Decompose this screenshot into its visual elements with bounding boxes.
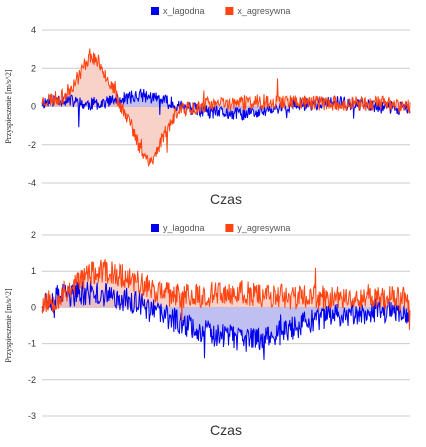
series-line-y_agresywna: [41, 259, 411, 330]
y-tick-label: 0: [31, 102, 36, 112]
legend-swatch[interactable]: [225, 7, 234, 15]
legend: x_lagodna x_agresywna: [151, 6, 290, 16]
y-tick-label: 2: [31, 63, 36, 73]
legend-label[interactable]: x_agresywna: [237, 6, 290, 16]
series-line-y_lagodna: [41, 280, 411, 360]
y-tick-label: -1: [28, 339, 36, 349]
legend-label[interactable]: y_agresywna: [237, 223, 290, 233]
y-tick-label: 2: [31, 230, 36, 240]
legend: y_lagodna y_agresywna: [151, 223, 290, 233]
legend-swatch[interactable]: [225, 224, 234, 232]
x-axis-label: Czas: [210, 191, 242, 207]
y-axis-label: Przyspieszenie [m/s^2]: [4, 69, 13, 144]
y-tick-label: 4: [31, 25, 36, 35]
series-area-y_lagodna: [42, 280, 410, 360]
y-tick-label: 1: [31, 266, 36, 276]
legend-swatch[interactable]: [151, 224, 159, 232]
legend-swatch[interactable]: [151, 7, 159, 15]
legend-label[interactable]: x_lagodna: [163, 6, 205, 16]
y-tick-label: -2: [28, 140, 36, 150]
chart-1: -4 -2 0 2 4 x_lagodna x_agresywna Czas Przyspies…: [4, 6, 411, 207]
y-axis-label: Przyspieszenie [m/s^2]: [4, 288, 13, 363]
y-tick-label: -2: [28, 375, 36, 385]
series-area-x_lagodna: [42, 88, 410, 128]
series-line-x_agresywna: [41, 48, 411, 168]
y-tick-label: -3: [28, 411, 36, 421]
chart-2: -3 -2 -1 0 1 2 y_lagodna y_agresywna Czas Przyspi…: [4, 223, 411, 438]
series-area-y_agresywna: [42, 259, 410, 330]
legend-label[interactable]: y_lagodna: [163, 223, 205, 233]
y-tick-label: 0: [31, 302, 36, 312]
x-axis-label: Czas: [210, 422, 242, 438]
y-tick-label: -4: [28, 178, 36, 188]
